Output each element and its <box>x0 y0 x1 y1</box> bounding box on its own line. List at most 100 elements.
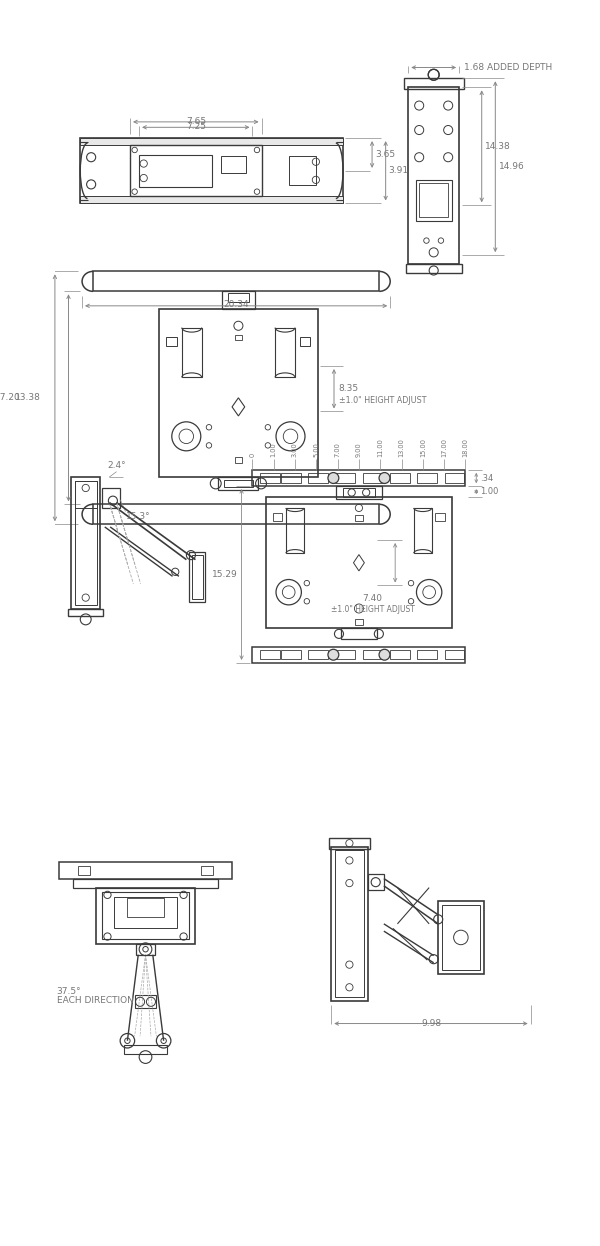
Bar <box>73 878 218 887</box>
Bar <box>419 183 448 217</box>
Text: 11.00: 11.00 <box>377 439 383 457</box>
Text: 14.38: 14.38 <box>485 142 511 151</box>
Text: 3.00: 3.00 <box>292 442 298 457</box>
Bar <box>445 473 464 482</box>
Bar <box>281 473 301 482</box>
Text: 0: 0 <box>250 452 256 457</box>
Bar <box>286 508 304 553</box>
Bar <box>102 488 120 508</box>
Text: 15.3°: 15.3° <box>125 512 150 521</box>
Bar <box>409 87 459 264</box>
Bar <box>266 497 452 628</box>
Bar <box>335 650 355 659</box>
Circle shape <box>379 649 390 660</box>
Text: 13.00: 13.00 <box>398 439 404 457</box>
Bar <box>201 866 214 875</box>
Bar <box>166 336 177 345</box>
Bar <box>273 513 283 521</box>
Bar <box>182 328 202 378</box>
Bar <box>130 146 262 196</box>
Bar <box>414 508 432 553</box>
Text: 7.65: 7.65 <box>186 117 206 126</box>
Bar <box>442 905 480 971</box>
Bar <box>436 513 445 521</box>
Bar <box>218 477 259 490</box>
Bar <box>159 309 317 477</box>
Text: 7.25: 7.25 <box>186 122 206 131</box>
Text: 1.00: 1.00 <box>271 442 277 457</box>
Text: 9.00: 9.00 <box>356 442 362 457</box>
Bar <box>189 552 205 602</box>
Bar <box>124 1045 167 1054</box>
Bar <box>221 156 246 173</box>
Bar <box>253 647 466 663</box>
Bar <box>406 264 462 273</box>
Bar <box>335 473 355 482</box>
Bar <box>417 650 437 659</box>
Bar <box>362 650 383 659</box>
Bar <box>308 650 328 659</box>
Bar <box>95 887 196 943</box>
Bar <box>355 515 362 521</box>
Text: 2.4°: 2.4° <box>107 461 126 470</box>
Bar <box>404 78 464 90</box>
Text: 15.29: 15.29 <box>212 569 238 579</box>
Text: 1.00: 1.00 <box>480 487 498 496</box>
Text: 13.38: 13.38 <box>16 394 41 402</box>
Bar <box>102 892 189 939</box>
Text: ±1.0" HEIGHT ADJUST: ±1.0" HEIGHT ADJUST <box>338 396 426 405</box>
Bar <box>299 336 310 345</box>
Bar <box>368 873 384 891</box>
Text: 1.68 ADDED DEPTH: 1.68 ADDED DEPTH <box>464 64 552 72</box>
Text: 17.20: 17.20 <box>0 394 20 402</box>
Text: 17.00: 17.00 <box>441 439 447 457</box>
Bar <box>80 196 343 203</box>
Bar <box>80 138 343 146</box>
Text: 8.35: 8.35 <box>338 384 359 394</box>
Text: 15.00: 15.00 <box>420 439 426 457</box>
Text: ±1.0" HEIGHT ADJUST: ±1.0" HEIGHT ADJUST <box>331 606 415 614</box>
Bar <box>289 156 316 186</box>
Bar <box>77 866 90 875</box>
Bar <box>336 486 382 498</box>
Text: 7.40: 7.40 <box>362 594 383 603</box>
Text: .34: .34 <box>480 473 493 482</box>
Bar <box>75 481 97 604</box>
Bar <box>136 943 155 954</box>
Bar <box>260 650 280 659</box>
Bar <box>281 650 301 659</box>
Text: 14.96: 14.96 <box>499 162 524 171</box>
Bar <box>253 470 466 486</box>
Text: 20.34: 20.34 <box>223 300 249 309</box>
Text: 9.98: 9.98 <box>421 1019 441 1028</box>
Bar <box>222 292 255 309</box>
Circle shape <box>328 649 339 660</box>
Text: 3.65: 3.65 <box>375 150 395 159</box>
Bar <box>275 328 295 378</box>
Bar <box>390 650 410 659</box>
Bar <box>308 473 328 482</box>
Text: 3.91: 3.91 <box>388 166 409 176</box>
Bar <box>335 851 364 997</box>
Bar <box>235 335 242 340</box>
Bar <box>341 628 377 639</box>
Text: 7.00: 7.00 <box>335 442 341 457</box>
Bar <box>260 473 280 482</box>
Bar <box>192 556 203 598</box>
Bar <box>390 473 410 482</box>
Bar <box>71 477 100 608</box>
Bar <box>139 155 212 187</box>
Bar <box>134 996 157 1008</box>
Bar <box>235 457 242 462</box>
Bar <box>343 488 375 497</box>
Bar <box>93 505 379 525</box>
Bar <box>114 897 177 928</box>
Bar <box>224 480 253 487</box>
Bar <box>127 898 164 917</box>
Bar <box>329 837 370 849</box>
Circle shape <box>379 472 390 483</box>
Text: 5.00: 5.00 <box>313 442 319 457</box>
Bar <box>227 293 249 303</box>
Bar <box>417 473 437 482</box>
Bar <box>331 847 368 1001</box>
